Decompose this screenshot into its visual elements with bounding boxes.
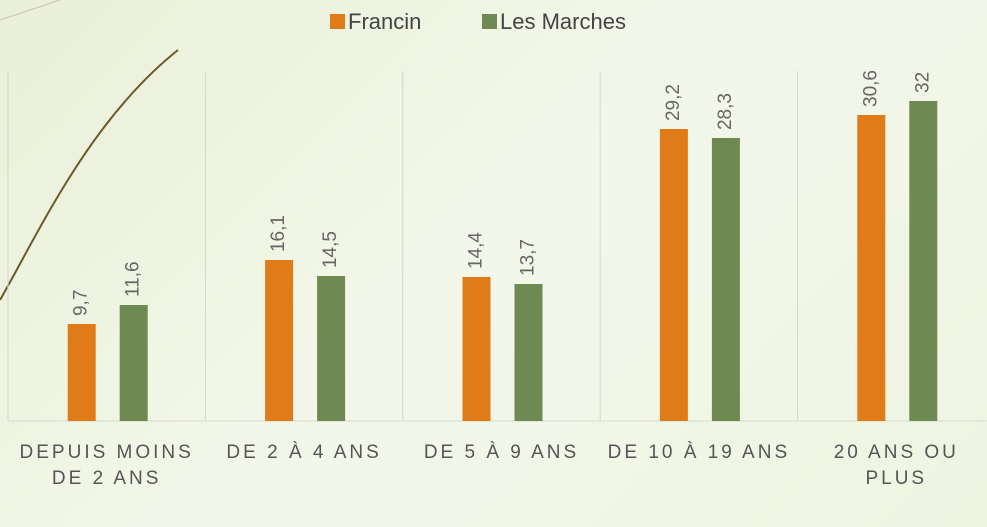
bar [265, 260, 293, 421]
x-tick-label: DE 5 À 9 ANS [407, 440, 597, 466]
x-tick-label: DE 2 À 4 ANS [209, 440, 399, 466]
page: Francin Les Marches 9,7 11,6 16,1 14,5 14,4 13,… [0, 0, 987, 527]
bar [909, 101, 937, 421]
value-label: 11,6 [123, 261, 144, 297]
x-tick-label: DEPUIS MOINS DE 2 ANS [12, 440, 202, 492]
bar [660, 129, 688, 421]
value-label: 16,1 [268, 215, 289, 252]
decoration [0, 50, 178, 300]
x-tick-label: 20 ANS OU PLUS [801, 440, 987, 492]
bar [515, 284, 543, 421]
bar [712, 138, 740, 421]
x-tick-label: DE 10 À 19 ANS [604, 440, 794, 466]
bar [857, 115, 885, 421]
value-label: 14,5 [320, 231, 341, 268]
value-label: 28,3 [715, 93, 736, 130]
value-label: 30,6 [860, 70, 881, 107]
value-label: 13,7 [518, 239, 539, 276]
decoration [0, 0, 60, 20]
value-label: 29,2 [663, 84, 684, 121]
legend-label: Les Marches [500, 9, 626, 34]
legend-label: Francin [348, 9, 421, 34]
legend-swatch [482, 14, 497, 29]
bar [68, 324, 96, 421]
value-label: 14,4 [466, 232, 487, 269]
bar [463, 277, 491, 421]
legend-swatch [330, 14, 345, 29]
value-label: 9,7 [71, 290, 92, 316]
value-label: 32 [912, 72, 933, 93]
bar [317, 276, 345, 421]
bar [120, 305, 148, 421]
